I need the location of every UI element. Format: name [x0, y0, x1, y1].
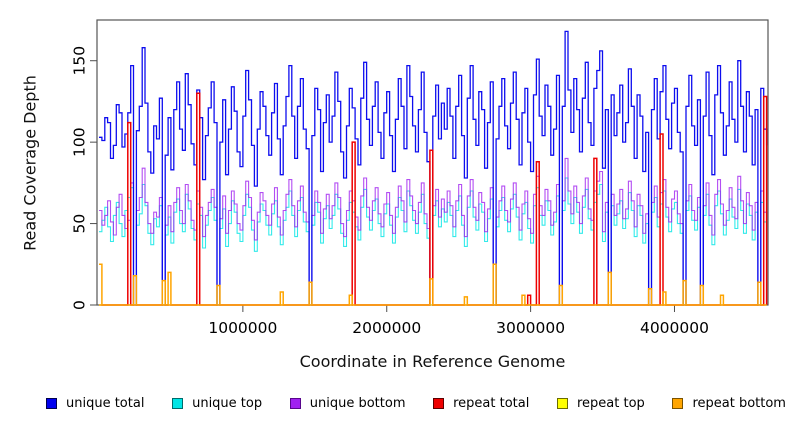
legend-item-repeat-bottom: repeat bottom — [672, 396, 786, 411]
x-axis-title: Coordinate in Reference Genome — [299, 352, 566, 371]
x-tick-label: 3000000 — [496, 319, 565, 337]
y-tick-label: 100 — [71, 127, 89, 157]
legend-item-repeat-total: repeat total — [433, 396, 529, 411]
legend-label-unique-total: unique total — [66, 396, 145, 411]
y-tick-label: 150 — [71, 46, 89, 76]
legend-item-repeat-top: repeat top — [557, 396, 645, 411]
x-tick-label: 2000000 — [352, 319, 421, 337]
x-tick-label: 1000000 — [208, 319, 277, 337]
unique-bottom-swatch-icon — [289, 398, 301, 409]
legend-label-repeat-bottom: repeat bottom — [692, 396, 786, 411]
legend-label-repeat-top: repeat top — [577, 396, 645, 411]
unique-total-swatch-icon — [46, 398, 57, 409]
legend-label-unique-bottom: unique bottom — [309, 396, 406, 411]
legend: unique total unique top unique bottom re… — [46, 396, 786, 411]
legend-label-repeat-total: repeat total — [453, 396, 530, 411]
legend-item-unique-bottom: unique bottom — [289, 396, 406, 411]
repeat-top-swatch-icon — [557, 398, 568, 409]
x-tick-label: 4000000 — [640, 319, 709, 337]
y-axis-title: Read Coverage Depth — [20, 75, 40, 251]
series-line-repeat-bottom — [99, 263, 767, 306]
legend-item-unique-top: unique top — [172, 396, 262, 411]
y-tick-label: 0 — [71, 300, 89, 310]
repeat-bottom-swatch-icon — [672, 398, 684, 409]
legend-label-unique-top: unique top — [192, 396, 263, 411]
repeat-total-swatch-icon — [433, 398, 445, 409]
y-tick-label: 50 — [71, 214, 89, 234]
legend-item-unique-total: unique total — [46, 396, 144, 411]
series-line-unique-total — [99, 30, 768, 306]
unique-top-swatch-icon — [172, 398, 184, 409]
